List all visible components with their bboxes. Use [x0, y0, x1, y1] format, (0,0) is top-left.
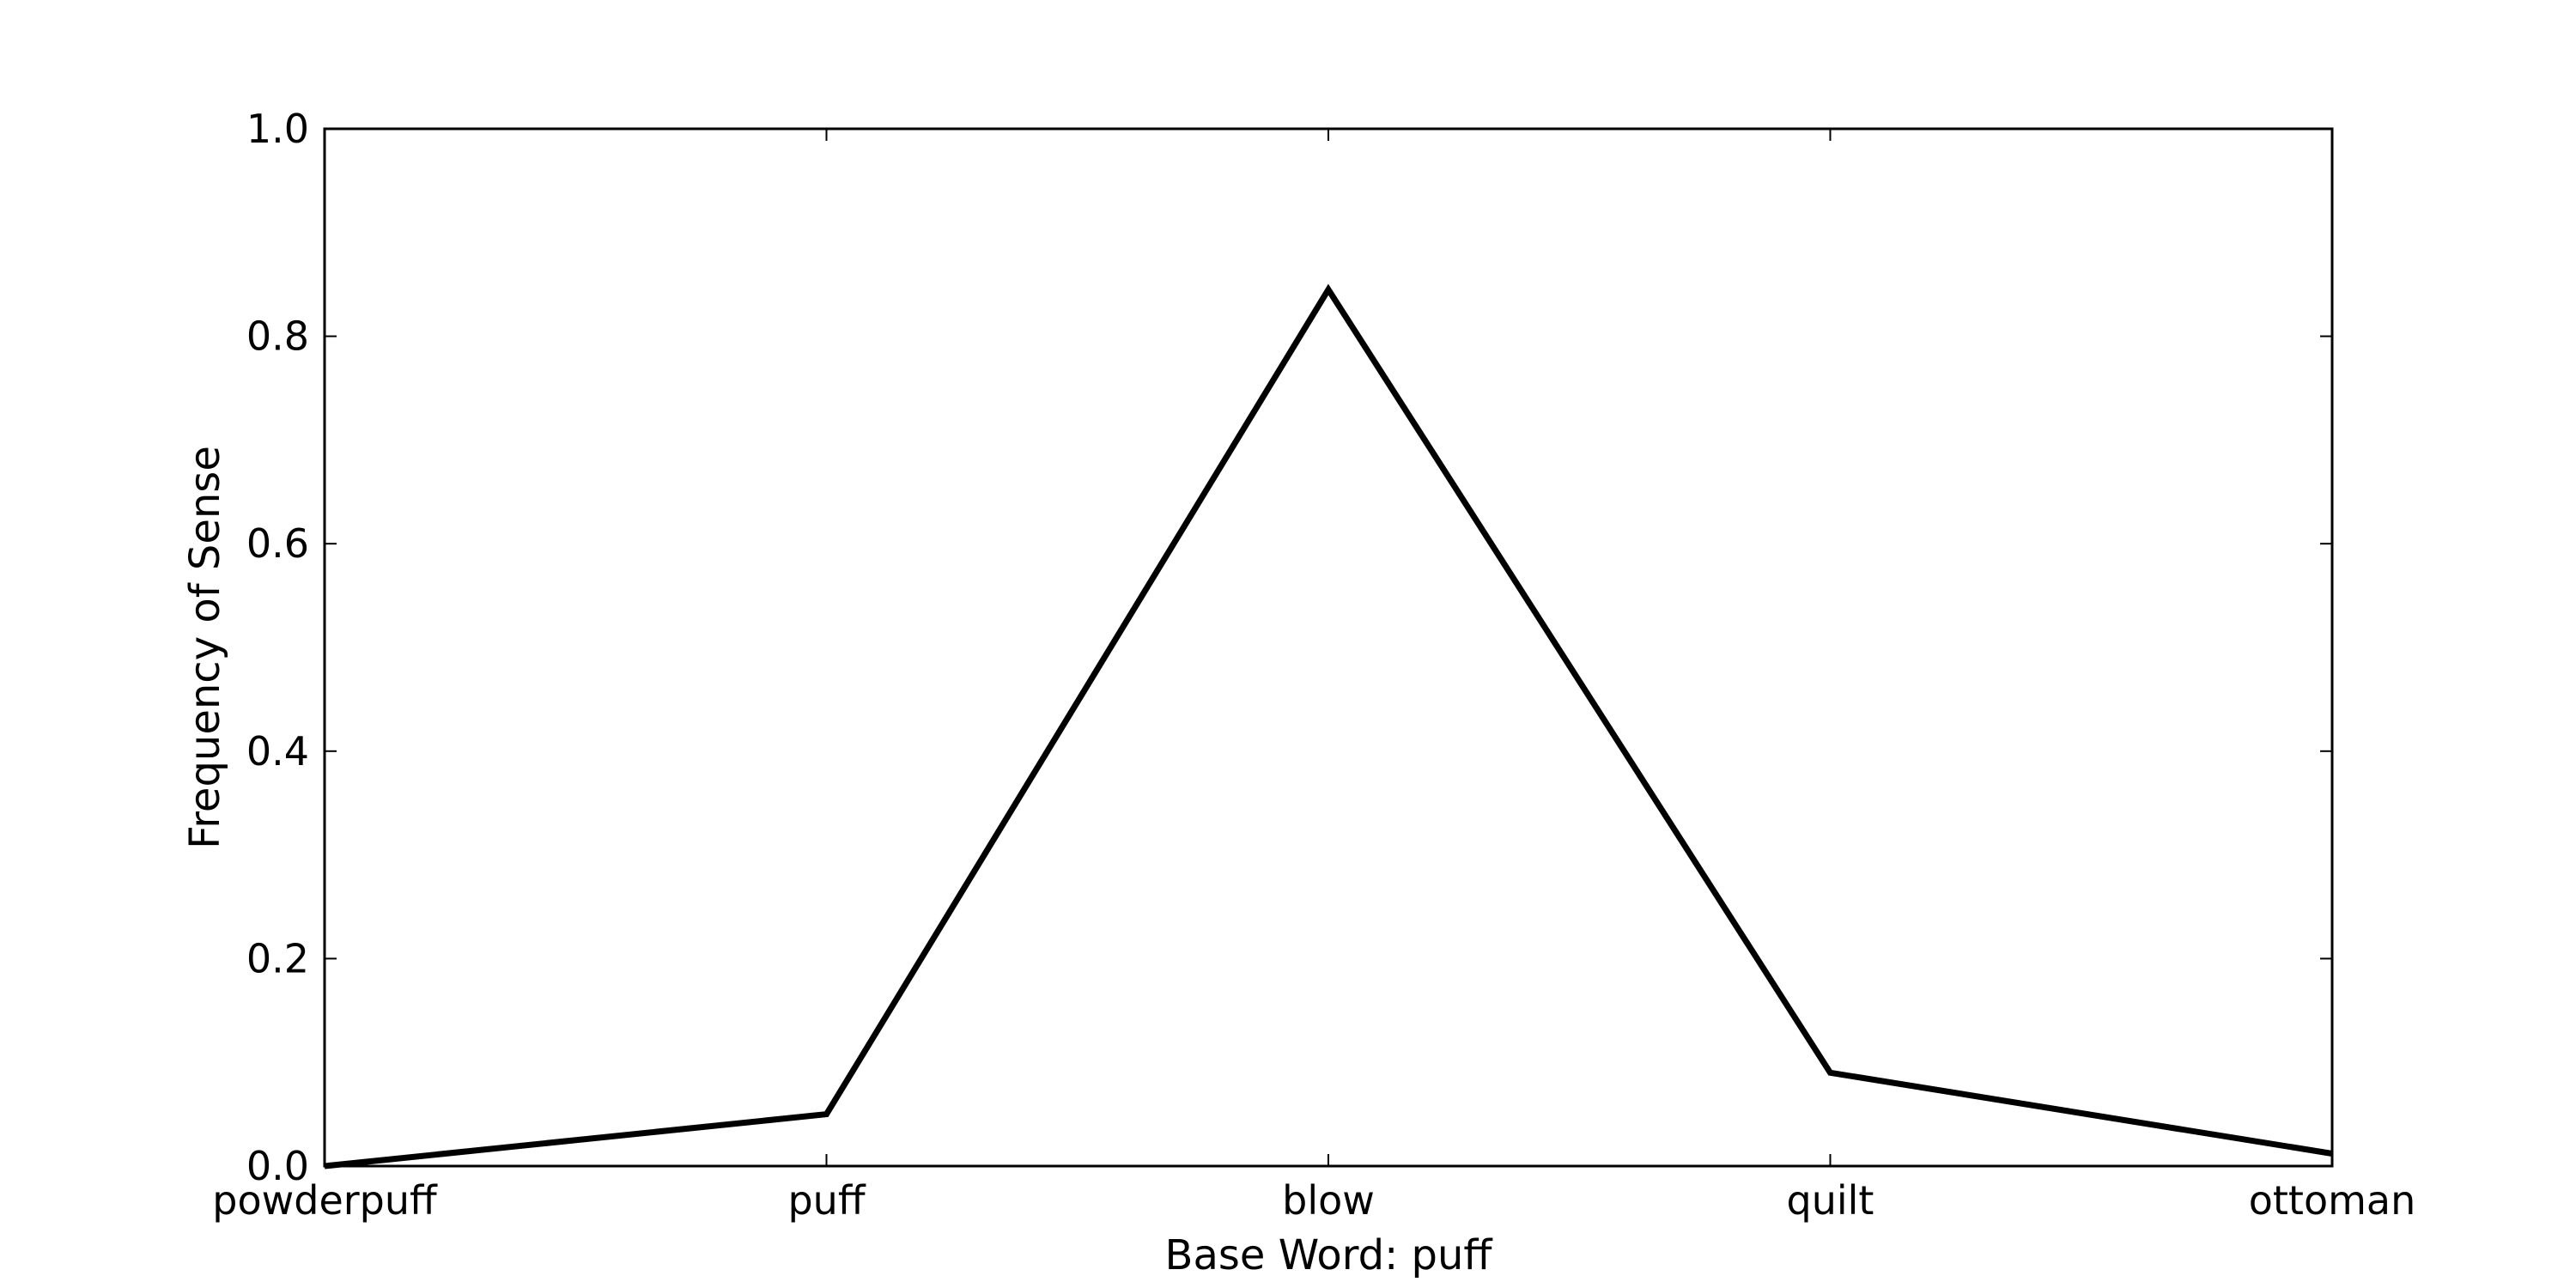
x-tick-label: powderpuff — [212, 1177, 438, 1224]
y-tick-label: 1.0 — [246, 106, 309, 152]
series-line — [324, 283, 2333, 1170]
x-tick-label: puff — [787, 1177, 866, 1224]
y-axis-label: Frequency of Sense — [181, 446, 229, 849]
x-axis-label: Base Word: puff — [1165, 1231, 1493, 1279]
x-tick-label: quilt — [1787, 1177, 1874, 1224]
y-axis-ticks: 0.0 0.2 0.4 0.6 0.8 1.0 — [246, 106, 2332, 1189]
x-tick-label: ottoman — [2249, 1177, 2416, 1224]
y-tick-label: 0.0 — [246, 1143, 309, 1189]
y-tick-label: 0.6 — [246, 520, 309, 567]
y-tick-label: 0.8 — [246, 313, 309, 360]
x-tick-label: blow — [1282, 1177, 1375, 1224]
y-tick-label: 0.4 — [246, 728, 309, 775]
y-tick-label: 0.2 — [246, 935, 309, 981]
x-axis-ticks: powderpuff puff blow quilt ottoman — [212, 129, 2415, 1224]
series-layer — [324, 283, 2333, 1170]
